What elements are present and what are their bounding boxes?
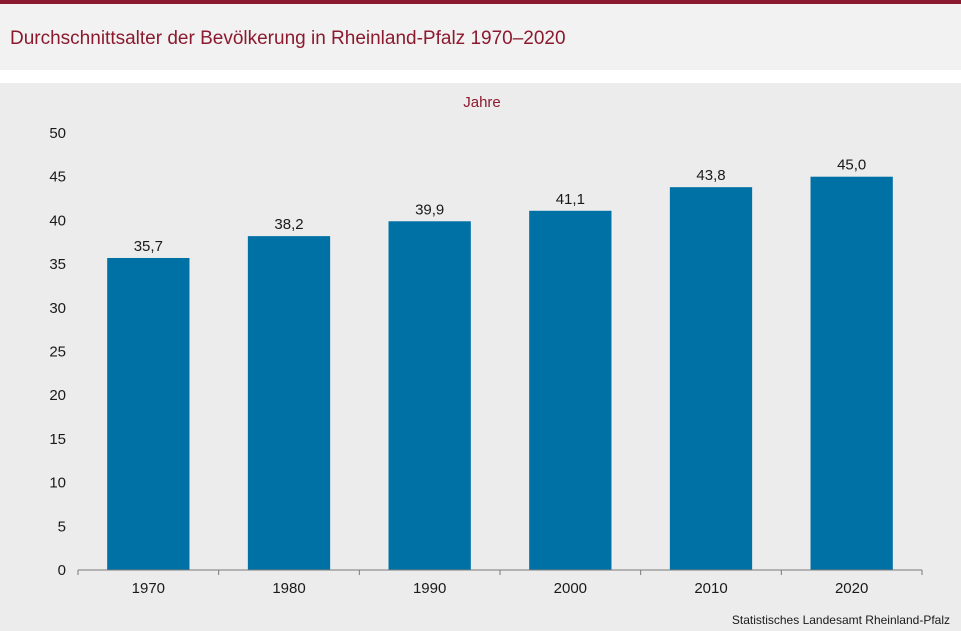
y-tick-label-25: 25 (49, 344, 66, 361)
bars (107, 176, 893, 571)
y-tick-label-10: 10 (49, 475, 66, 492)
x-tick-label-1990: 1990 (413, 580, 446, 597)
x-tick-label-2020: 2020 (835, 580, 868, 597)
data-label-2020: 45,0 (837, 157, 866, 174)
data-label-1970: 35,7 (134, 238, 163, 255)
y-tick-label-30: 30 (49, 300, 66, 317)
page-title: Durchschnittsalter der Bevölkerung in Rh… (10, 28, 566, 49)
bar-2020 (810, 176, 893, 570)
data-label-1980: 38,2 (274, 216, 303, 233)
data-labels: 35,7 38,2 39,9 41,1 43,8 45,0 (134, 157, 867, 255)
data-label-2000: 41,1 (556, 191, 585, 208)
source-note: Statistisches Landesamt Rheinland-Pfalz (732, 613, 950, 627)
x-tick-label-2010: 2010 (694, 580, 727, 597)
header-separator (0, 70, 961, 83)
y-tick-label-35: 35 (49, 256, 66, 273)
x-axis-labels: 1970 1980 1990 2000 2010 2020 (132, 580, 869, 597)
bar-2010 (669, 187, 753, 571)
x-tick-label-2000: 2000 (554, 580, 587, 597)
y-tick-label-5: 5 (58, 518, 66, 535)
x-tick-label-1970: 1970 (132, 580, 165, 597)
y-axis-unit-label: Jahre (463, 94, 501, 111)
top-accent-rule (0, 0, 961, 4)
data-label-1990: 39,9 (415, 201, 444, 218)
x-axis-ticks (77, 570, 923, 575)
y-tick-label-50: 50 (49, 125, 66, 142)
y-tick-label-0: 0 (58, 562, 66, 579)
y-tick-label-45: 45 (49, 169, 66, 186)
bar-1980 (247, 236, 331, 570)
y-tick-label-40: 40 (49, 212, 66, 229)
bar-2000 (529, 210, 612, 570)
x-tick-label-1980: 1980 (272, 580, 305, 597)
bar-1990 (388, 221, 471, 571)
header: Durchschnittsalter der Bevölkerung in Rh… (0, 4, 961, 70)
y-axis-ticks: 0 5 10 15 20 25 30 35 40 45 50 (49, 125, 66, 579)
y-tick-label-20: 20 (49, 387, 66, 404)
data-label-2010: 43,8 (696, 167, 725, 184)
y-tick-label-15: 15 (49, 431, 66, 448)
bar-1970 (107, 257, 190, 570)
